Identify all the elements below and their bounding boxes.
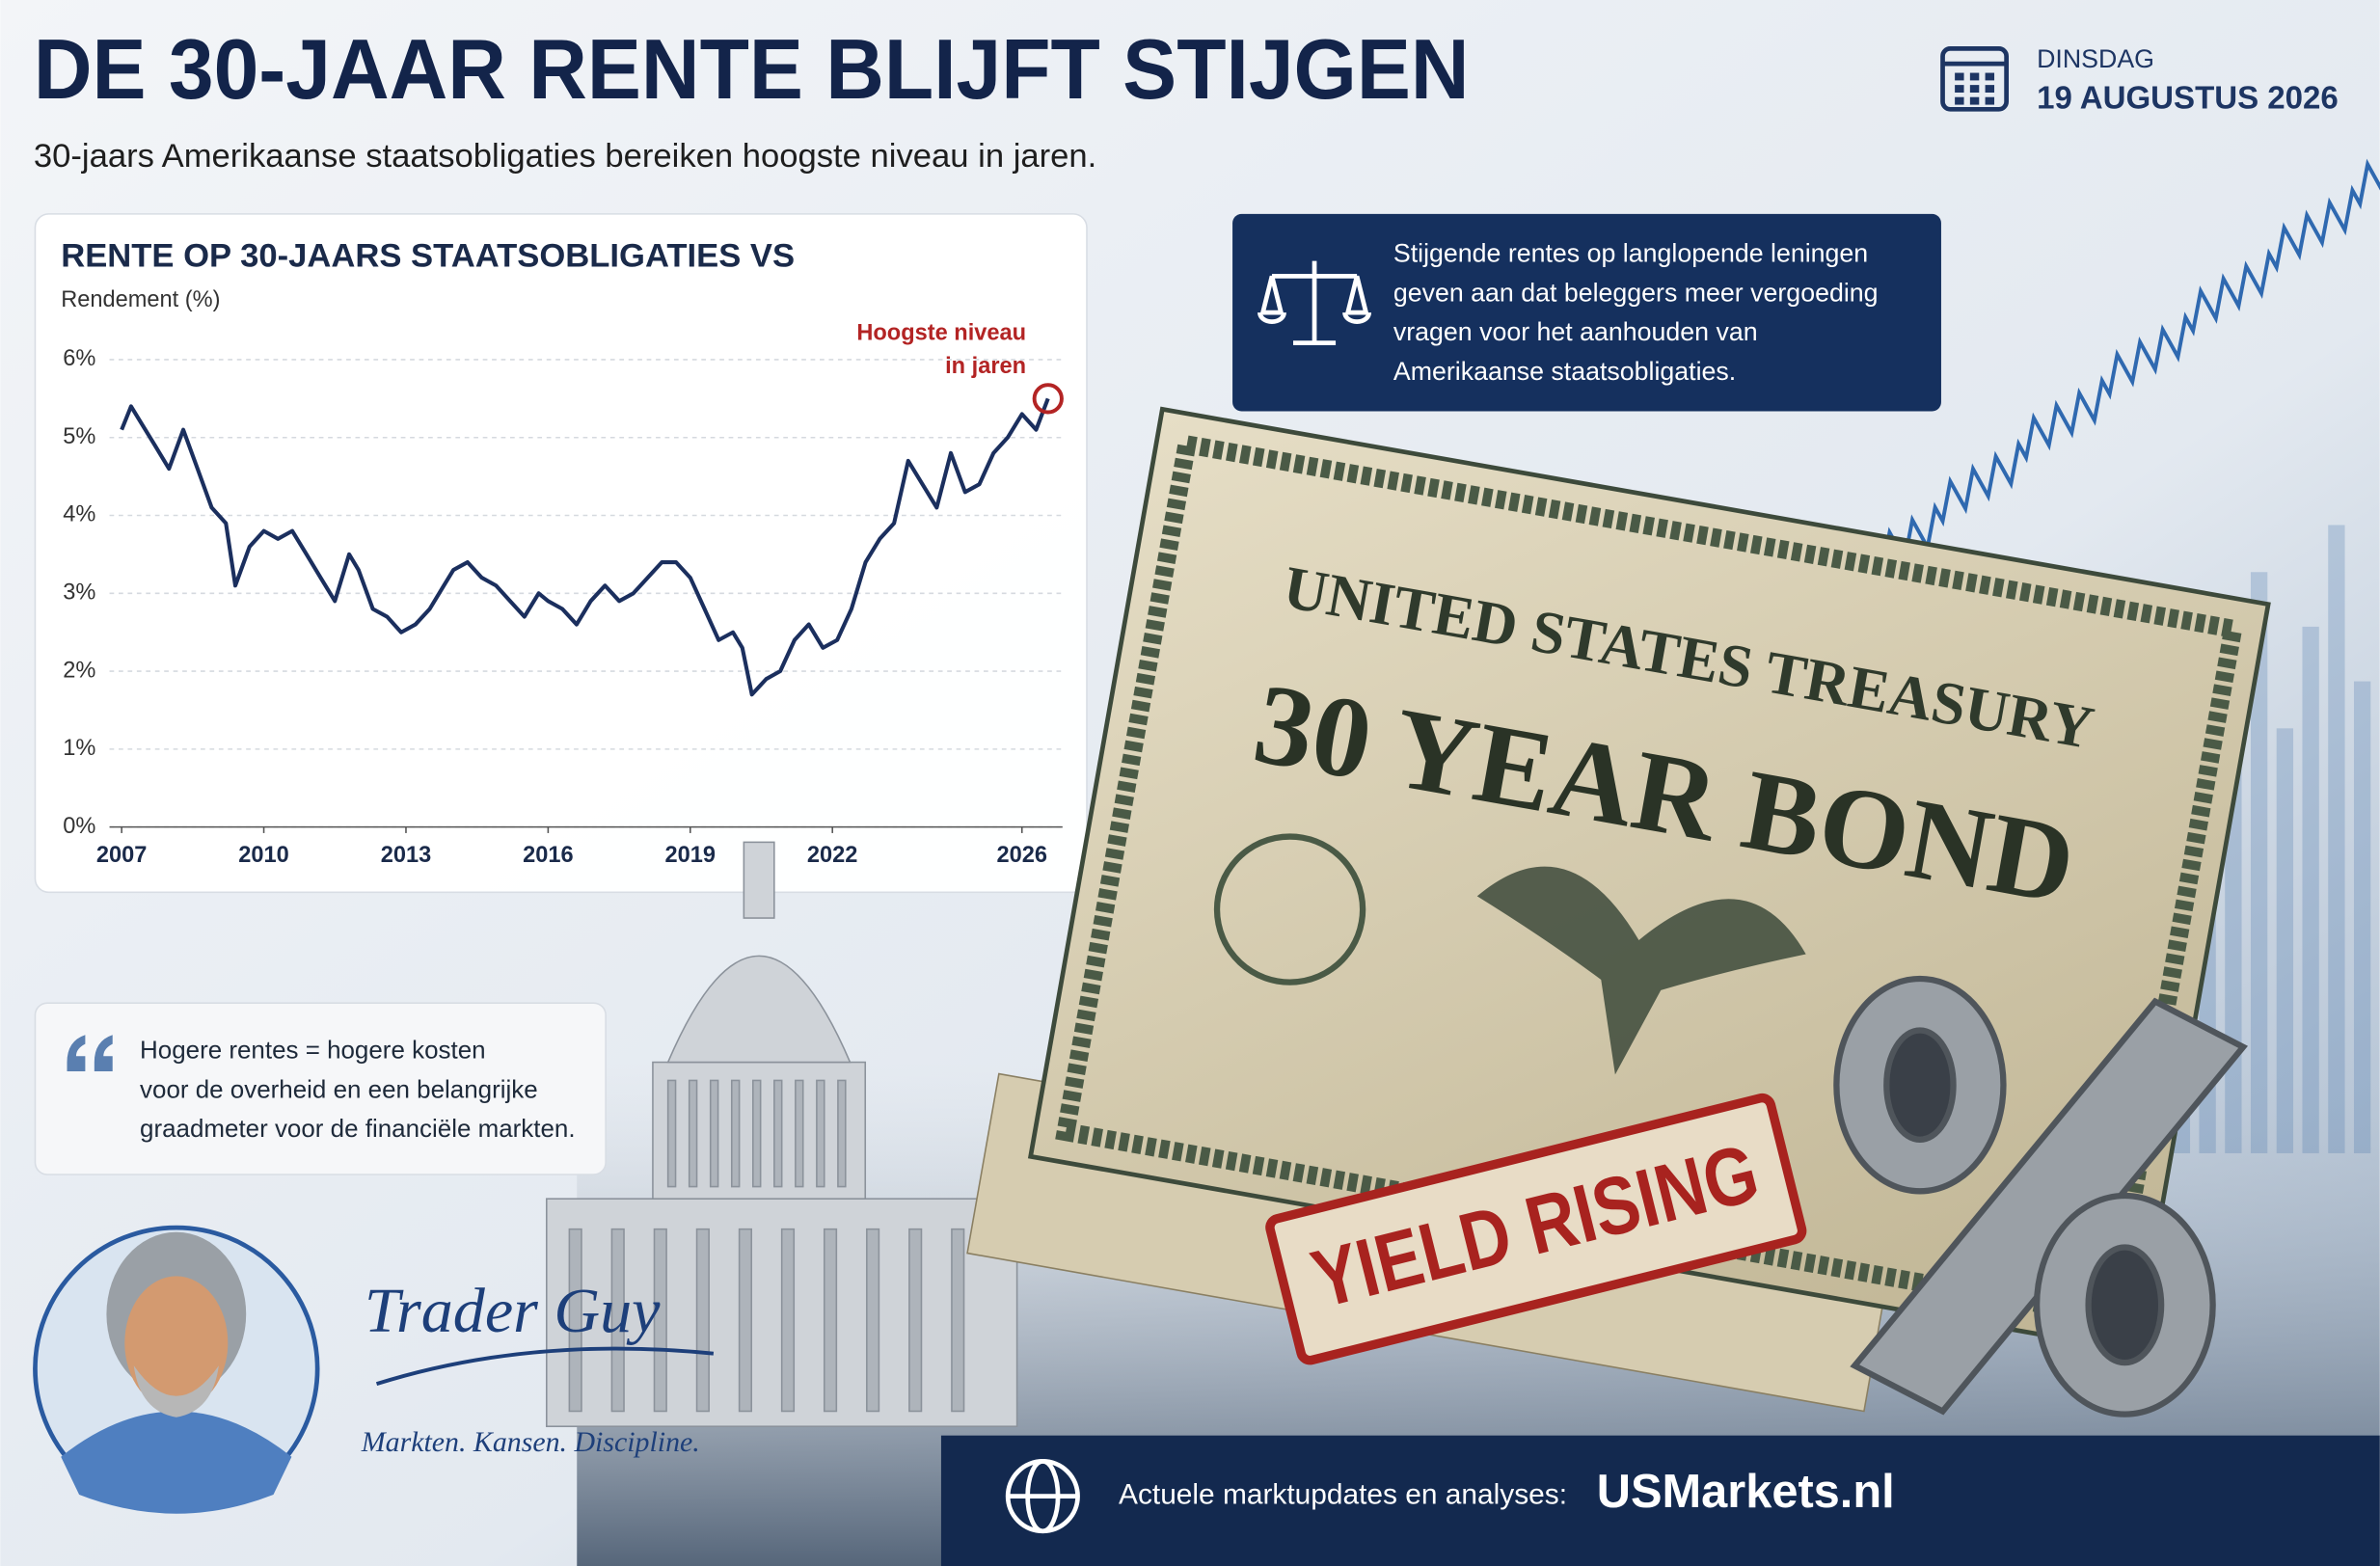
quote-icon: [67, 1035, 113, 1071]
quote-box: [34, 1002, 607, 1175]
signature-underline: [375, 1346, 715, 1387]
y-tick-label: 2%: [63, 658, 95, 683]
calendar-cell: [1985, 96, 1995, 105]
scale-icon: [1258, 260, 1372, 346]
y-tick-label: 4%: [63, 502, 95, 527]
calendar-cell: [1969, 85, 1980, 93]
background-bar: [2250, 572, 2268, 1153]
capitol-column: [688, 1079, 698, 1188]
capitol-column: [816, 1079, 825, 1188]
calendar-cell: [1955, 96, 1964, 105]
bond-seal: [1213, 833, 1366, 986]
quote-text: graadmeter voor de financiële markten.: [140, 1114, 576, 1143]
calendar-cell: [1955, 85, 1964, 93]
x-tick-label: 2007: [96, 843, 147, 868]
percent-slash: [1850, 997, 2249, 1416]
background-bar: [2328, 525, 2345, 1153]
calendar-icon: [1940, 45, 2009, 112]
capitol-column: [709, 1079, 719, 1188]
info-text: Amerikaanse staatsobligaties.: [1393, 357, 1736, 386]
globe-icon: [1005, 1459, 1080, 1534]
info-text: Stijgende rentes op langlopende leningen: [1393, 238, 1868, 267]
info-text: geven aan dat beleggers meer vergoeding: [1393, 278, 1879, 307]
background-trend-line: [1865, 158, 2380, 578]
stamp-frame: [1265, 1093, 1807, 1365]
calendar-cell: [1969, 96, 1980, 105]
calendar-cell: [1985, 85, 1995, 93]
capitol-column: [866, 1228, 880, 1413]
capitol-column: [738, 1228, 753, 1413]
percent-hole: [2085, 1244, 2165, 1366]
y-tick-label: 6%: [63, 346, 95, 371]
x-tick-label: 2016: [523, 843, 574, 868]
background-bar: [2276, 728, 2294, 1153]
percent-hole: [1883, 1027, 1957, 1143]
author-tagline: Markten. Kansen. Discipline.: [361, 1426, 700, 1458]
peak-annotation: in jaren: [945, 354, 1026, 379]
chart-title: RENTE OP 30-JAARS STAATSOBLIGATIES VS: [61, 238, 795, 275]
capitol-column: [752, 1079, 762, 1188]
capitol-lantern: [743, 841, 775, 919]
calendar-cell: [1985, 72, 1995, 81]
capitol-column: [695, 1228, 710, 1413]
capitol-column: [730, 1079, 741, 1188]
capitol-column: [653, 1228, 667, 1413]
info-text: vragen voor het aanhouden van: [1393, 317, 1758, 346]
calendar-cell: [1955, 72, 1964, 81]
x-tick-label: 2026: [996, 843, 1046, 868]
chart-panel: [34, 213, 1088, 894]
scale-pan: [1342, 275, 1372, 324]
background-bar: [2302, 626, 2319, 1153]
quote-text: Hogere rentes = hogere kosten: [140, 1035, 486, 1064]
capitol-column: [823, 1228, 838, 1413]
date-label: 19 AUGUSTUS 2026: [2037, 81, 2339, 117]
y-tick-label: 0%: [63, 814, 95, 839]
capitol-column: [908, 1228, 923, 1413]
avatar-beard: [133, 1365, 219, 1418]
capitol-column: [610, 1228, 625, 1413]
calendar-frame: [1940, 45, 2009, 112]
y-tick-label: 3%: [63, 580, 95, 606]
page-subtitle: 30-jaars Amerikaanse staatsobligaties be…: [34, 138, 1096, 175]
x-tick-label: 2010: [238, 843, 288, 868]
page-title: DE 30-JAAR RENTE BLIJFT STIJGEN: [34, 21, 1470, 117]
quote-text: voor de overheid en een belangrijke: [140, 1074, 538, 1103]
capitol-column: [951, 1228, 965, 1413]
x-tick-label: 2022: [807, 843, 858, 868]
capitol-column: [795, 1079, 804, 1188]
yield-line: [120, 397, 1050, 697]
percent-sculpture: [1833, 975, 2249, 1418]
footer-site: USMarkets.nl: [1597, 1466, 1895, 1518]
scale-pan: [1258, 275, 1286, 324]
capitol-column: [780, 1228, 796, 1413]
peak-annotation: Hoogste niveau: [856, 320, 1026, 345]
capitol-column: [837, 1079, 847, 1188]
x-tick-label: 2019: [665, 843, 717, 868]
background-bar: [2353, 681, 2371, 1153]
info-box: [1232, 213, 1941, 412]
capitol-dome: [666, 955, 852, 1064]
footer-bar: [940, 1435, 2380, 1566]
day-label: DINSDAG: [2037, 44, 2154, 73]
author-name: Trader Guy: [365, 1276, 661, 1346]
footer-label: Actuele marktupdates en analyses:: [1119, 1479, 1567, 1511]
avatar-shirt: [61, 1411, 292, 1514]
y-tick-label: 5%: [63, 424, 95, 449]
bond-border: [1055, 433, 2244, 1327]
bond-eagle: [1476, 866, 1806, 1075]
capitol: [545, 841, 1018, 1428]
x-tick-label: 2013: [381, 843, 432, 868]
capitol-column: [568, 1228, 582, 1413]
y-axis-label: Rendement (%): [61, 287, 220, 312]
capitol-column: [773, 1079, 783, 1188]
capitol-column: [666, 1079, 677, 1188]
calendar-cell: [1969, 72, 1980, 81]
avatar-face: [124, 1276, 229, 1410]
peak-marker: [1032, 383, 1064, 415]
y-tick-label: 1%: [63, 736, 95, 761]
